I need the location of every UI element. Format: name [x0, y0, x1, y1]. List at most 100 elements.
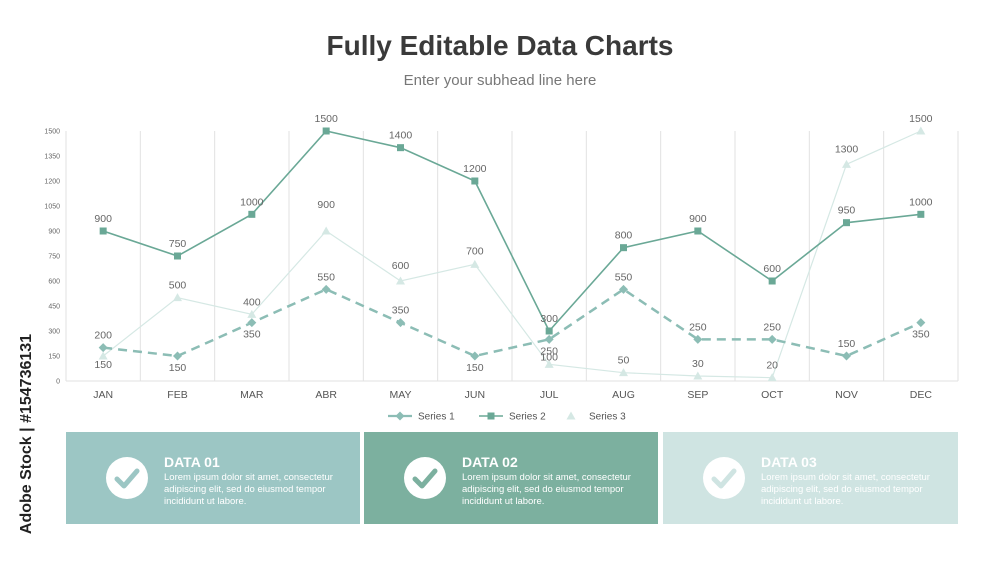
- data-point: [842, 159, 851, 168]
- data-point: [916, 126, 926, 135]
- data-point: [767, 334, 777, 344]
- data-label: 30: [692, 358, 704, 370]
- y-tick-label: 1350: [44, 154, 60, 161]
- data-label: 1000: [909, 196, 933, 208]
- y-tick-label: 900: [48, 229, 60, 236]
- data-point: [471, 177, 479, 185]
- data-label: 50: [618, 355, 630, 367]
- watermark-text: Adobe Stock | #154736131: [18, 333, 35, 535]
- page-subtitle: Enter your subhead line here: [403, 72, 597, 89]
- check-circle-icon: [404, 457, 446, 499]
- check-circle-icon: [106, 457, 148, 499]
- data-card-02: DATA 02 Lorem ipsum dolor sit amet, cons…: [364, 432, 658, 524]
- legend-label: Series 1: [418, 412, 455, 423]
- data-point: [247, 309, 257, 318]
- x-tick-label: JUN: [465, 389, 485, 401]
- x-tick-label: MAY: [390, 389, 412, 401]
- x-tick-label: FEB: [167, 389, 187, 401]
- legend-label: Series 3: [589, 412, 626, 423]
- data-label: 350: [392, 305, 410, 317]
- line-chart: 0 150 300 450 600 750 900 1050 1200 1350 1500 JAN FE…: [44, 113, 959, 423]
- data-label: 700: [466, 245, 484, 257]
- data-card-01: DATA 01 Lorem ipsum dolor sit amet, cons…: [66, 432, 360, 524]
- data-point: [693, 371, 703, 380]
- data-label: 950: [838, 205, 856, 217]
- data-label: 350: [912, 329, 930, 341]
- data-label: 350: [243, 329, 261, 341]
- data-label: 1000: [240, 196, 264, 208]
- check-circle-icon: [703, 457, 745, 499]
- data-label: 250: [763, 321, 781, 333]
- data-label: 550: [317, 271, 335, 283]
- card-title: DATA 03: [761, 454, 817, 470]
- x-tick-label: DEC: [910, 389, 933, 401]
- data-point: [545, 327, 553, 335]
- data-point: [843, 219, 850, 227]
- data-card-03: DATA 03 Lorem ipsum dolor sit amet, cons…: [663, 432, 958, 524]
- data-label: 300: [540, 313, 558, 325]
- data-point: [247, 318, 257, 328]
- data-point: [619, 368, 628, 377]
- data-label: 400: [243, 296, 261, 308]
- y-tick-label: 1200: [44, 179, 60, 186]
- x-tick-label: JAN: [93, 389, 113, 401]
- data-point: [470, 351, 480, 361]
- data-label: 150: [169, 362, 187, 374]
- y-tick-label: 1050: [44, 204, 60, 211]
- card-title: DATA 02: [462, 454, 518, 470]
- legend-marker: [487, 412, 495, 420]
- x-tick-label: OCT: [761, 389, 784, 401]
- x-tick-label: AUG: [612, 389, 635, 401]
- data-point: [321, 226, 331, 235]
- data-point: [173, 351, 182, 361]
- card-text: Lorem ipsum dolor sit amet, consectetur …: [462, 472, 631, 507]
- card-text: Lorem ipsum dolor sit amet, consectetur …: [761, 472, 930, 507]
- data-point: [842, 351, 851, 361]
- x-tick-label: ABR: [315, 389, 337, 401]
- data-label: 1400: [389, 130, 413, 142]
- data-point: [98, 343, 108, 353]
- legend-label: Series 2: [509, 412, 546, 423]
- data-label: 1200: [463, 163, 487, 175]
- data-point: [619, 284, 628, 294]
- data-cards: DATA 01 Lorem ipsum dolor sit amet, cons…: [66, 432, 958, 524]
- data-label: 150: [838, 338, 856, 350]
- series-line: [103, 287, 922, 358]
- data-label: 1300: [835, 143, 859, 155]
- y-tick-label: 150: [48, 354, 60, 361]
- data-label: 800: [615, 230, 633, 242]
- data-point: [694, 227, 702, 235]
- x-tick-label: JUL: [540, 389, 559, 401]
- data-point: [174, 252, 181, 260]
- data-label: 500: [169, 280, 187, 292]
- data-label: 1500: [909, 113, 933, 125]
- x-tick-label: NOV: [835, 389, 858, 401]
- data-point: [99, 227, 107, 235]
- y-tick-label: 300: [48, 329, 60, 336]
- data-label: 900: [317, 199, 335, 211]
- data-label: 600: [392, 260, 410, 272]
- data-point: [544, 359, 554, 368]
- data-label: 150: [466, 362, 484, 374]
- card-text: Lorem ipsum dolor sit amet, consectetur …: [164, 472, 333, 507]
- legend-marker: [566, 411, 576, 420]
- data-point: [173, 293, 182, 302]
- x-tick-label: MAR: [240, 389, 264, 401]
- data-point: [470, 259, 480, 268]
- series-line: [102, 130, 921, 333]
- data-point: [544, 334, 554, 344]
- data-point: [322, 127, 330, 135]
- data-label: 900: [689, 213, 707, 225]
- data-point: [396, 276, 405, 285]
- data-point: [396, 318, 405, 328]
- data-label: 750: [169, 238, 187, 250]
- data-point: [767, 373, 777, 382]
- y-tick-label: 1500: [44, 129, 60, 136]
- y-tick-label: 0: [56, 379, 60, 386]
- y-tick-label: 750: [48, 254, 60, 261]
- y-tick-label: 600: [48, 279, 60, 286]
- data-point: [397, 144, 404, 152]
- data-label: 250: [689, 321, 707, 333]
- data-point: [321, 284, 331, 294]
- data-point: [248, 210, 256, 218]
